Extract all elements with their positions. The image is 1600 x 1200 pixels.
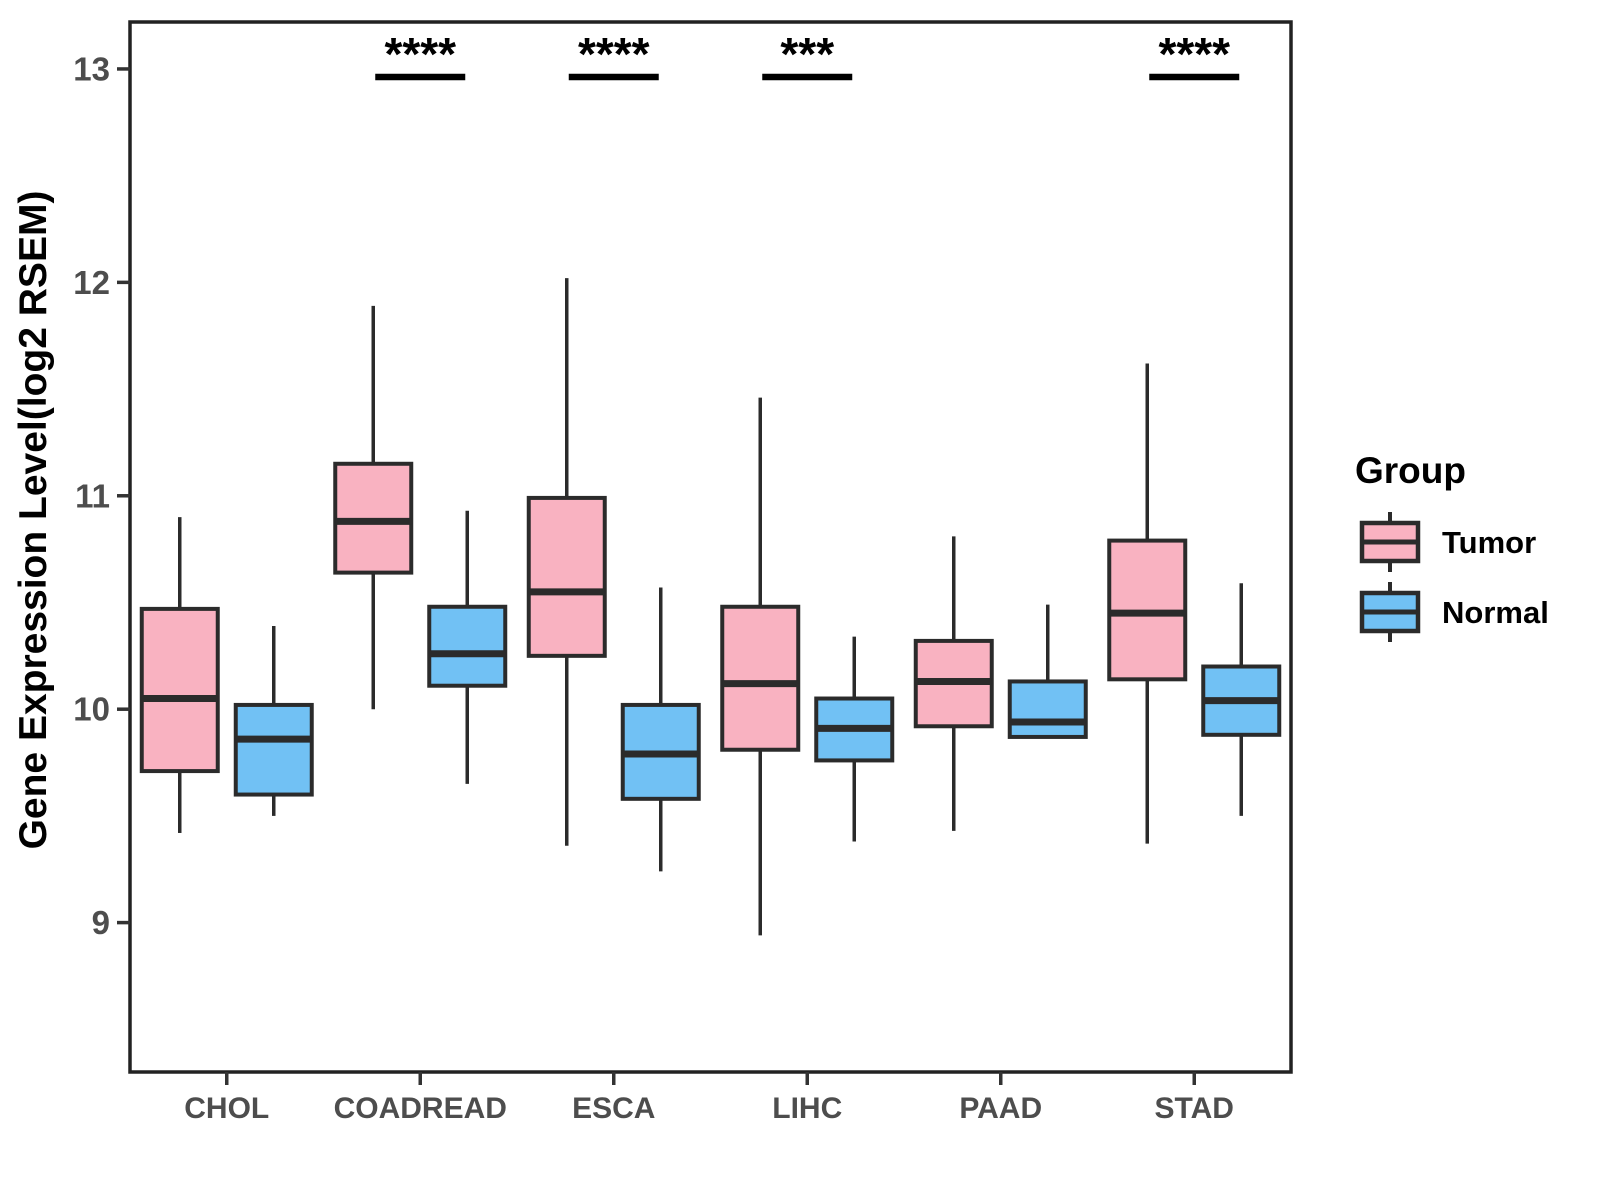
y-tick-label-11: 11: [75, 477, 110, 514]
plot-panel-border: [128, 20, 1293, 1074]
x-tick-label-CHOL: CHOL: [184, 1092, 269, 1125]
box-normal-PAAD: [1007, 679, 1088, 739]
significance-stars-ESCA: ****: [578, 28, 650, 80]
y-tick-label-10: 10: [73, 691, 110, 728]
y-tick-label-13: 13: [73, 50, 110, 87]
box-tumor-CHOL: [139, 606, 220, 774]
y-tick-label-12: 12: [73, 264, 110, 301]
x-tick-label-PAAD: PAAD: [959, 1092, 1042, 1125]
x-tick-label-LIHC: LIHC: [772, 1092, 842, 1125]
legend-key-normal: [1359, 582, 1421, 642]
significance-stars-STAD: ****: [1158, 28, 1230, 80]
significance-stars-LIHC: ***: [780, 28, 834, 80]
significance-stars-COADREAD: ****: [384, 28, 456, 80]
legend-label-normal: Normal: [1442, 595, 1549, 630]
legend: Group Tumor Normal: [1355, 450, 1549, 642]
box-normal-CHOL: [233, 702, 314, 797]
x-tick-label-STAD: STAD: [1155, 1092, 1234, 1125]
legend-key-tumor: [1359, 512, 1421, 572]
chart-content: 9 10 11 12 13 CHOL COADREAD ESCA LIHC PAAD STAD ***…: [73, 28, 1282, 1125]
box-tumor-LIHC: [720, 604, 801, 752]
box-normal-COADREAD: [427, 604, 508, 688]
y-tick-label-9: 9: [92, 904, 110, 941]
y-axis-title: Gene Expression Level(log2 RSEM): [12, 191, 55, 850]
legend-keys: [1359, 512, 1421, 642]
legend-label-tumor: Tumor: [1442, 525, 1536, 560]
x-tick-label-ESCA: ESCA: [572, 1092, 655, 1125]
box-tumor-ESCA: [526, 495, 607, 658]
x-tick-label-COADREAD: COADREAD: [334, 1092, 507, 1125]
legend-title: Group: [1355, 450, 1466, 491]
